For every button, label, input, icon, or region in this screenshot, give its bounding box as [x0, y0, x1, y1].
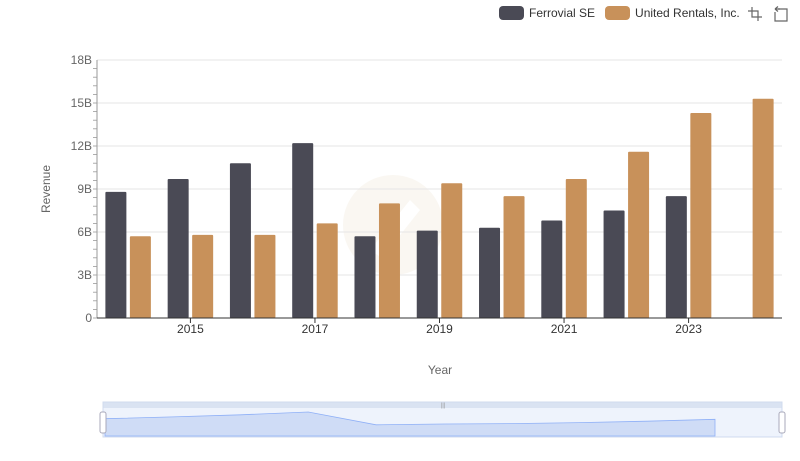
- bar-ferrovial-2014[interactable]: [105, 191, 127, 318]
- slider-top-bar[interactable]: [103, 402, 782, 408]
- bar-united-rentals-2016[interactable]: [254, 234, 276, 318]
- y-tick-label: 12B: [71, 139, 92, 153]
- slider-preview-area: [104, 411, 716, 437]
- bar-ferrovial-2023[interactable]: [665, 196, 687, 318]
- legend-label-ferrovial: Ferrovial SE: [529, 6, 596, 20]
- bar-united-rentals-2018[interactable]: [378, 203, 400, 318]
- bar-united-rentals-2017[interactable]: [316, 223, 338, 318]
- legend-swatch-ferrovial: [499, 6, 524, 20]
- slider-handle-left[interactable]: [99, 411, 107, 434]
- bar-united-rentals-2015[interactable]: [192, 234, 214, 318]
- bar-ferrovial-2019[interactable]: [416, 230, 438, 318]
- x-tick-label: 2017: [302, 322, 329, 336]
- bar-united-rentals-2019[interactable]: [441, 183, 463, 318]
- bar-ferrovial-2020[interactable]: [479, 227, 501, 318]
- bar-ferrovial-2016[interactable]: [229, 163, 251, 318]
- y-tick-label: 0: [85, 311, 92, 325]
- x-axis-label: Year: [428, 363, 452, 377]
- x-tick-label: 2021: [551, 322, 578, 336]
- legend: Ferrovial SE United Rentals, Inc.: [499, 4, 750, 22]
- y-tick-label: 9B: [77, 182, 92, 196]
- legend-item-united-rentals[interactable]: United Rentals, Inc.: [605, 6, 740, 20]
- toolbox: [747, 6, 799, 22]
- data-zoom-slider[interactable]: |||: [99, 401, 786, 438]
- bar-ferrovial-2017[interactable]: [292, 143, 314, 318]
- legend-label-united-rentals: United Rentals, Inc.: [635, 6, 740, 20]
- bar-united-rentals-2020[interactable]: [503, 196, 525, 318]
- y-axis-label: Revenue: [39, 165, 53, 213]
- bars: [105, 98, 774, 319]
- y-tick-label: 6B: [77, 225, 92, 239]
- y-tick-label: 18B: [71, 53, 92, 67]
- x-tick-label: 2015: [177, 322, 204, 336]
- slider-grip-icon[interactable]: |||: [441, 403, 446, 409]
- bar-ferrovial-2015[interactable]: [167, 178, 189, 318]
- x-axis: 2015 2017 2019 2021 2023: [97, 317, 782, 336]
- bar-united-rentals-2024[interactable]: [752, 98, 774, 318]
- legend-swatch-united-rentals: [605, 6, 631, 20]
- bar-united-rentals-2014[interactable]: [129, 236, 151, 318]
- bar-ferrovial-2022[interactable]: [603, 210, 625, 319]
- slider-handle-right[interactable]: [778, 411, 786, 434]
- x-tick-label: 2023: [675, 322, 702, 336]
- bar-ferrovial-2021[interactable]: [541, 220, 563, 318]
- x-tick-label: 2019: [426, 322, 453, 336]
- legend-item-ferrovial[interactable]: Ferrovial SE: [499, 6, 595, 20]
- bar-united-rentals-2022[interactable]: [628, 151, 650, 318]
- y-axis: 0 3B 6B 9B 12B 15B 18B: [71, 53, 98, 325]
- zoom-icon[interactable]: [747, 6, 763, 22]
- bar-ferrovial-2018[interactable]: [354, 236, 376, 318]
- bar-united-rentals-2021[interactable]: [565, 178, 587, 318]
- bar-united-rentals-2023[interactable]: [690, 113, 712, 319]
- zoom-reset-icon[interactable]: [773, 6, 789, 22]
- y-tick-label: 15B: [71, 96, 92, 110]
- y-tick-label: 3B: [77, 268, 92, 282]
